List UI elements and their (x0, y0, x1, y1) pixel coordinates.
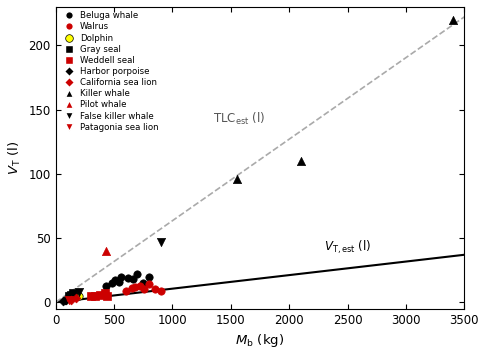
Point (75, 293, 83, 299)
Point (233, 176, 241, 182)
Point (103, 293, 111, 299)
Point (108, 280, 116, 286)
Point (67, 297, 75, 303)
Point (131, 284, 139, 290)
Text: $V_\mathrm{T,est}$ (l): $V_\mathrm{T,est}$ (l) (324, 238, 372, 256)
Point (134, 271, 141, 277)
Point (117, 274, 125, 279)
Text: TLC$_\mathrm{est}$ (l): TLC$_\mathrm{est}$ (l) (213, 111, 265, 127)
Point (115, 279, 122, 284)
Point (69, 290, 77, 296)
Point (145, 274, 153, 279)
Point (449, 17, 456, 23)
Point (129, 276, 137, 282)
Point (102, 283, 110, 288)
Point (151, 287, 159, 292)
Point (62, 298, 70, 303)
Point (157, 288, 165, 293)
Point (65, 293, 72, 299)
Point (71, 295, 79, 301)
Point (136, 283, 144, 288)
Point (61, 297, 69, 303)
Point (65, 297, 72, 303)
Legend: Beluga whale, Walrus, Dolphin, Gray seal, Weddell seal, Harbor porpoise, Califor: Beluga whale, Walrus, Dolphin, Gray seal… (58, 10, 160, 134)
X-axis label: $M_\mathrm{b}$ (kg): $M_\mathrm{b}$ (kg) (235, 332, 285, 349)
Point (122, 288, 130, 293)
Point (139, 280, 147, 286)
Point (102, 248, 110, 254)
Point (140, 287, 148, 292)
Point (157, 239, 165, 245)
Point (96, 292, 104, 297)
Point (59, 298, 67, 304)
Point (145, 281, 153, 287)
Point (111, 278, 119, 283)
Y-axis label: $V_\mathrm{T}$ (l): $V_\mathrm{T}$ (l) (7, 141, 23, 175)
Point (297, 158, 305, 164)
Point (91, 293, 99, 299)
Point (87, 293, 95, 299)
Point (124, 275, 132, 281)
Point (67, 292, 75, 297)
Point (75, 289, 83, 295)
Point (101, 290, 109, 296)
Point (128, 285, 136, 291)
